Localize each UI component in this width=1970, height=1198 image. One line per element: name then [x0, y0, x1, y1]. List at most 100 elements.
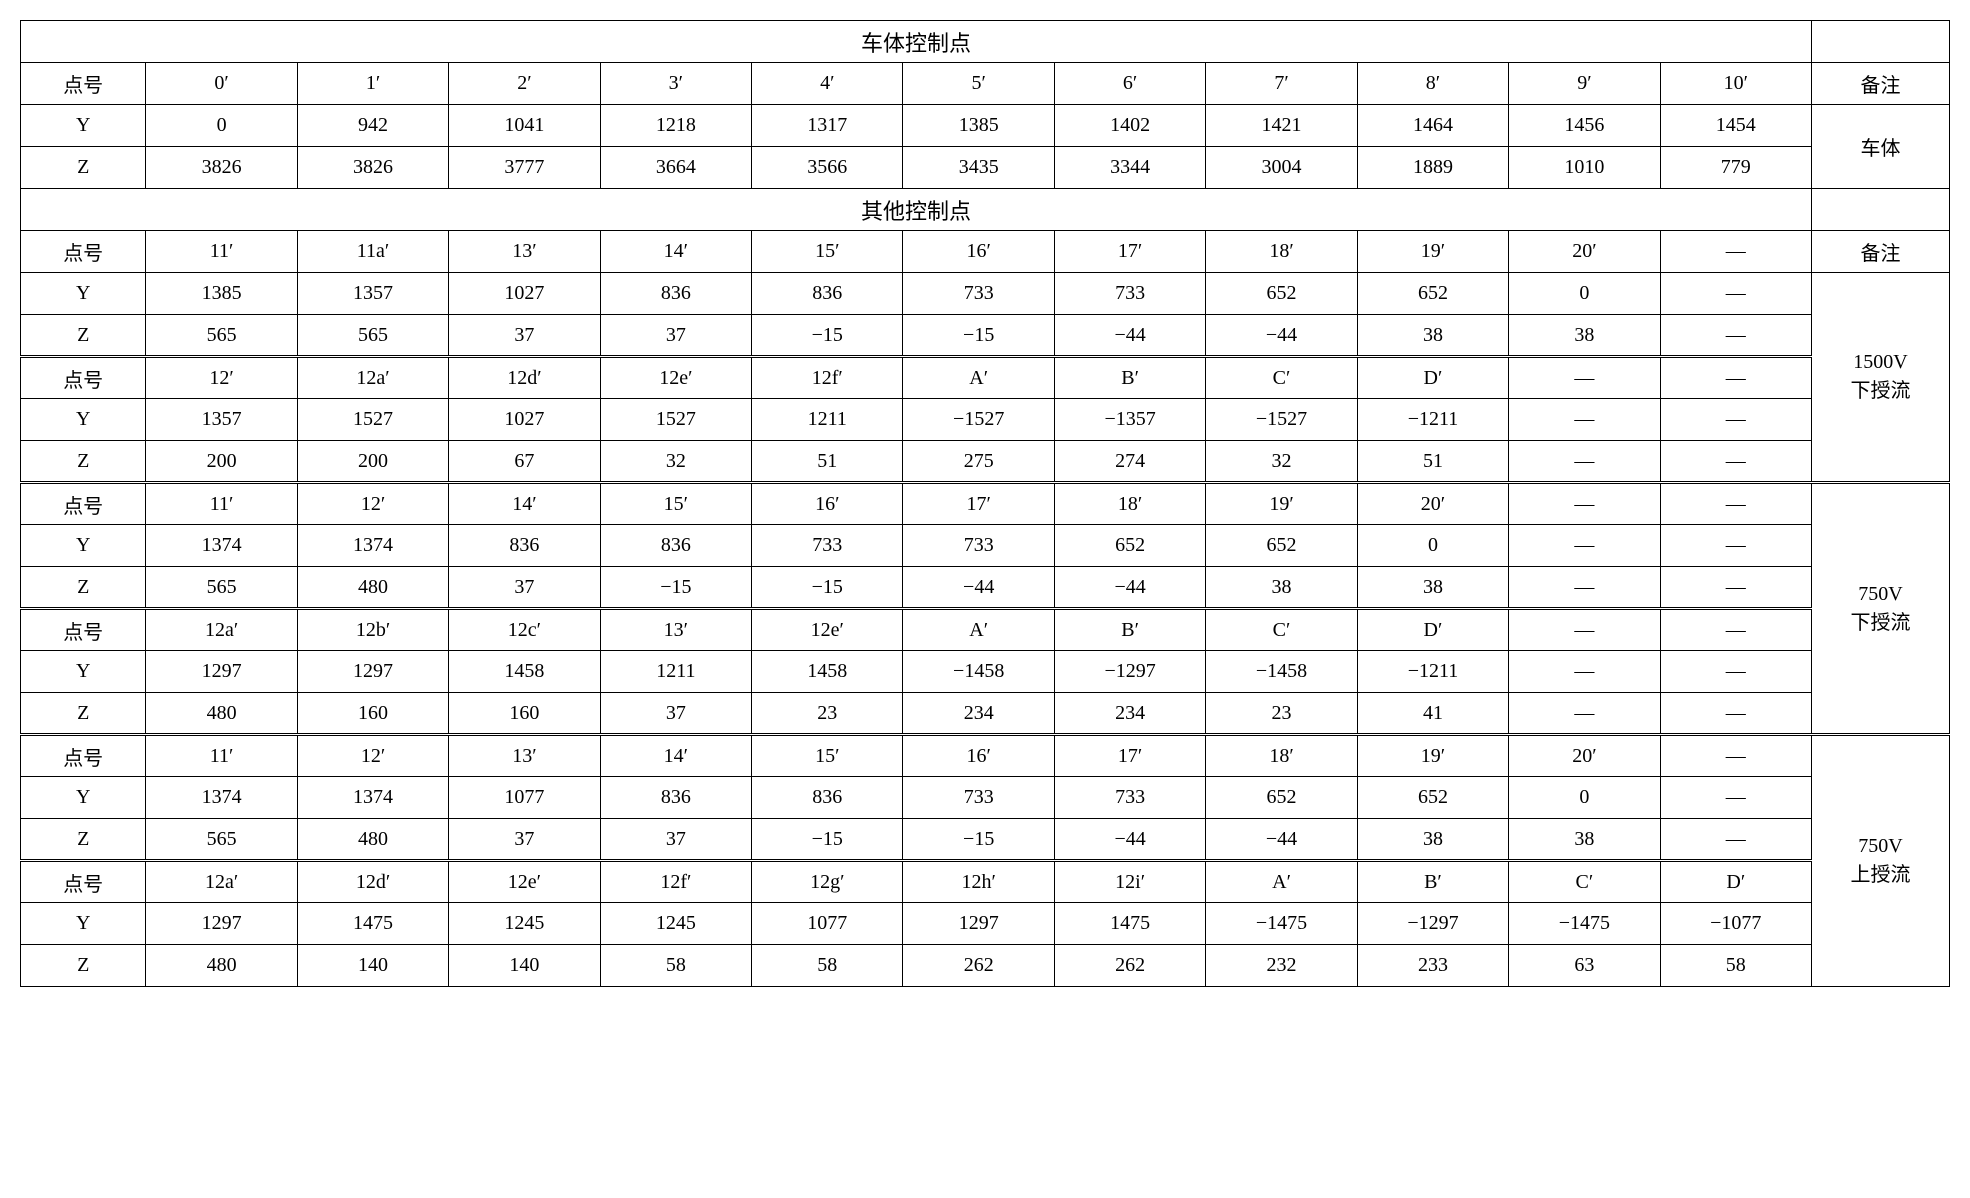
cell: 12i′: [1054, 861, 1205, 903]
cell: −15: [752, 315, 903, 357]
row-label: 点号: [21, 609, 146, 651]
cell: 836: [600, 777, 751, 819]
cell: 836: [752, 273, 903, 315]
cell: 836: [449, 525, 600, 567]
cell: 13′: [449, 231, 600, 273]
cell: 37: [600, 693, 751, 735]
cell: 3826: [297, 147, 448, 189]
cell: —: [1509, 357, 1660, 399]
cell: C′: [1206, 357, 1357, 399]
cell: 232: [1206, 945, 1357, 987]
cell: 1357: [297, 273, 448, 315]
cell: 12f′: [600, 861, 751, 903]
cell: 565: [146, 567, 297, 609]
row-label: Z: [21, 567, 146, 609]
row-label: Y: [21, 777, 146, 819]
cell: —: [1660, 441, 1811, 483]
cell: 23: [1206, 693, 1357, 735]
cell: —: [1660, 567, 1811, 609]
cell: —: [1660, 651, 1811, 693]
cell: 3566: [752, 147, 903, 189]
cell: 32: [1206, 441, 1357, 483]
table-row: Y 1297 1475 1245 1245 1077 1297 1475 −14…: [21, 903, 1950, 945]
cell: 20′: [1509, 231, 1660, 273]
cell: 51: [752, 441, 903, 483]
cell: 23: [752, 693, 903, 735]
remark-header: 备注: [1812, 63, 1950, 105]
table-row: 点号 0′ 1′ 2′ 3′ 4′ 5′ 6′ 7′ 8′ 9′ 10′ 备注: [21, 63, 1950, 105]
cell: 1527: [297, 399, 448, 441]
cell: −44: [1206, 819, 1357, 861]
cell: −44: [1054, 819, 1205, 861]
cell: 1475: [1054, 903, 1205, 945]
table-row: Y 1297 1297 1458 1211 1458 −1458 −1297 −…: [21, 651, 1950, 693]
table-row: 点号 12a′ 12b′ 12c′ 13′ 12e′ A′ B′ C′ D′ —…: [21, 609, 1950, 651]
cell: 38: [1509, 315, 1660, 357]
cell: 1297: [146, 651, 297, 693]
cell: 1385: [146, 273, 297, 315]
table-row: 点号 12a′ 12d′ 12e′ 12f′ 12g′ 12h′ 12i′ A′…: [21, 861, 1950, 903]
cell: 262: [1054, 945, 1205, 987]
remark-header: 备注: [1812, 231, 1950, 273]
cell: 275: [903, 441, 1054, 483]
cell: 652: [1357, 273, 1508, 315]
cell: 12e′: [449, 861, 600, 903]
row-label: Y: [21, 903, 146, 945]
cell: −1475: [1509, 903, 1660, 945]
cell: −1475: [1206, 903, 1357, 945]
cell: 37: [449, 315, 600, 357]
cell: 12f′: [752, 357, 903, 399]
cell: 38: [1357, 567, 1508, 609]
cell: 480: [146, 693, 297, 735]
cell: 3826: [146, 147, 297, 189]
cell: 12h′: [903, 861, 1054, 903]
cell: 51: [1357, 441, 1508, 483]
cell: 38: [1206, 567, 1357, 609]
table-row: Y 1357 1527 1027 1527 1211 −1527 −1357 −…: [21, 399, 1950, 441]
cell: 16′: [903, 735, 1054, 777]
table-row: Y 1374 1374 1077 836 836 733 733 652 652…: [21, 777, 1950, 819]
row-label: Z: [21, 315, 146, 357]
cell: −1458: [1206, 651, 1357, 693]
cell: 12′: [297, 735, 448, 777]
cell: 160: [449, 693, 600, 735]
cell: 1454: [1660, 105, 1811, 147]
cell: 836: [600, 273, 751, 315]
cell: 200: [297, 441, 448, 483]
cell: —: [1660, 525, 1811, 567]
cell: 12a′: [146, 609, 297, 651]
row-label: Y: [21, 525, 146, 567]
cell: 18′: [1206, 735, 1357, 777]
remark-750v-lower: 750V下授流: [1812, 483, 1950, 735]
cell: 13′: [600, 609, 751, 651]
cell: 10′: [1660, 63, 1811, 105]
cell: 19′: [1357, 735, 1508, 777]
cell: 12a′: [297, 357, 448, 399]
table-row: 其他控制点: [21, 189, 1950, 231]
cell: 565: [146, 819, 297, 861]
cell: 14′: [449, 483, 600, 525]
cell: −1211: [1357, 399, 1508, 441]
cell: —: [1660, 693, 1811, 735]
cell: C′: [1509, 861, 1660, 903]
cell: 9′: [1509, 63, 1660, 105]
cell: 652: [1206, 777, 1357, 819]
cell: 12a′: [146, 861, 297, 903]
cell: 1245: [449, 903, 600, 945]
cell: 17′: [1054, 735, 1205, 777]
section-title-other: 其他控制点: [21, 189, 1812, 231]
cell: —: [1509, 525, 1660, 567]
cell: A′: [903, 357, 1054, 399]
cell: —: [1660, 819, 1811, 861]
table-row: Z 3826 3826 3777 3664 3566 3435 3344 300…: [21, 147, 1950, 189]
cell: −1357: [1054, 399, 1205, 441]
cell: 15′: [752, 735, 903, 777]
cell: 6′: [1054, 63, 1205, 105]
cell: 19′: [1357, 231, 1508, 273]
table-row: 点号 11′ 11a′ 13′ 14′ 15′ 16′ 17′ 18′ 19′ …: [21, 231, 1950, 273]
table-row: Y 0 942 1041 1218 1317 1385 1402 1421 14…: [21, 105, 1950, 147]
cell: —: [1509, 567, 1660, 609]
cell: 11′: [146, 735, 297, 777]
cell: 1456: [1509, 105, 1660, 147]
cell: 12′: [297, 483, 448, 525]
